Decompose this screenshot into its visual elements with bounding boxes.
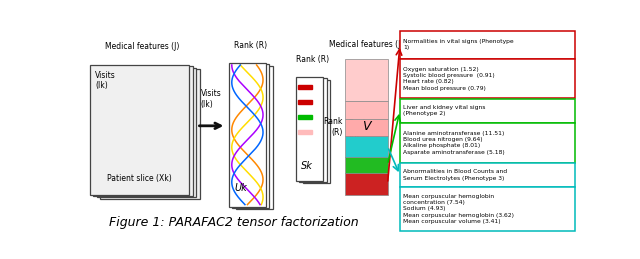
Text: Medical features (J): Medical features (J)	[105, 42, 179, 51]
Bar	[346, 136, 388, 157]
Bar	[298, 85, 312, 89]
Text: Rank (R): Rank (R)	[296, 55, 330, 64]
Bar	[400, 123, 575, 163]
Bar	[400, 187, 575, 231]
Text: Visits
(Ik): Visits (Ik)	[95, 71, 116, 90]
Bar	[97, 68, 196, 197]
Bar	[229, 63, 266, 207]
Bar	[346, 173, 388, 195]
Bar	[303, 80, 330, 183]
Text: Alanine aminotransferase (11.51)
Blood urea nitrogen (9.64)
Alkaline phosphate (: Alanine aminotransferase (11.51) Blood u…	[403, 131, 505, 155]
Text: Medical features (J): Medical features (J)	[329, 40, 404, 49]
Bar	[232, 64, 269, 208]
Bar	[100, 69, 200, 199]
Text: Uk: Uk	[235, 183, 248, 193]
Text: Liver and kidney vital signs
(Phenotype 2): Liver and kidney vital signs (Phenotype …	[403, 105, 485, 117]
Bar	[400, 163, 575, 187]
Text: Sk: Sk	[301, 161, 312, 171]
Bar	[298, 100, 312, 104]
Text: Normalities in vital signs (Phenotype
1): Normalities in vital signs (Phenotype 1)	[403, 39, 513, 51]
Bar	[346, 59, 388, 101]
Bar	[298, 115, 312, 119]
Bar	[400, 99, 575, 123]
Bar	[400, 31, 575, 59]
Bar	[236, 66, 273, 209]
Text: Rank
(R): Rank (R)	[348, 119, 368, 139]
Text: Figure 1: PARAFAC2 tensor factorization: Figure 1: PARAFAC2 tensor factorization	[109, 215, 358, 228]
Bar	[298, 130, 312, 134]
Text: Visits
(Ik): Visits (Ik)	[200, 89, 221, 109]
Bar	[300, 78, 326, 182]
Bar	[90, 65, 189, 195]
Bar	[346, 119, 388, 136]
Text: Abnormalities in Blood Counts and
Serum Electrolytes (Phenotype 3): Abnormalities in Blood Counts and Serum …	[403, 169, 507, 181]
Text: Patient slice (Xk): Patient slice (Xk)	[107, 174, 172, 183]
Text: Rank
(R): Rank (R)	[323, 117, 343, 136]
Bar	[296, 77, 323, 181]
Text: Oxygen saturation (1.52)
Systolic blood pressure  (0.91)
Heart rate (0.82)
Mean : Oxygen saturation (1.52) Systolic blood …	[403, 67, 495, 91]
Text: Mean corpuscular hemoglobin
concentration (7.54)
Sodium (4.93)
Mean corpuscular : Mean corpuscular hemoglobin concentratio…	[403, 194, 514, 224]
Bar	[400, 59, 575, 98]
Text: V: V	[362, 120, 371, 133]
Bar	[346, 101, 388, 119]
Bar	[346, 157, 388, 173]
Text: Rank (R): Rank (R)	[234, 41, 268, 50]
Bar	[93, 66, 193, 196]
